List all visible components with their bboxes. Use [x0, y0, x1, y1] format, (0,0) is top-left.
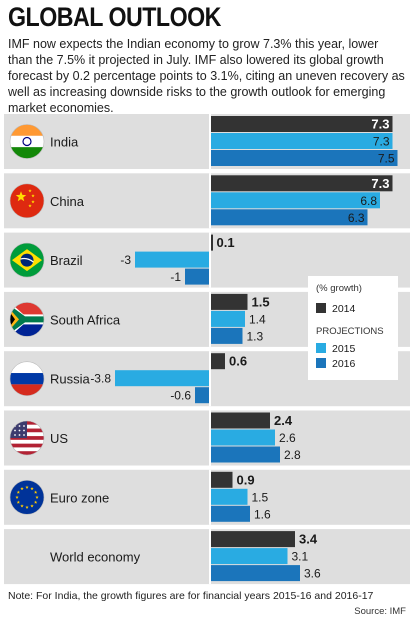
bar-2015: [135, 251, 210, 268]
legend-unit: (% growth): [316, 283, 362, 294]
legend-label-2015: 2015: [332, 343, 356, 355]
data-label-2016: 2.8: [284, 448, 301, 462]
bar-2015: [210, 133, 393, 149]
data-label-2015: -3: [120, 253, 131, 267]
bar-2014: [210, 412, 270, 429]
row-china: China 7.3 6.8 6.3: [4, 173, 410, 229]
bar-2015: [210, 548, 288, 565]
data-label-2016: -0.6: [170, 389, 191, 403]
country-label: US: [50, 431, 68, 446]
bar-2014: [210, 353, 225, 370]
country-label: Euro zone: [50, 490, 109, 505]
bar-2015: [210, 488, 248, 505]
data-label-2015: 3.1: [292, 550, 309, 564]
data-label-2014: 0.6: [229, 354, 247, 369]
bar-2015: [210, 429, 275, 446]
intro-text: IMF now expects the Indian economy to gr…: [8, 37, 405, 115]
country-label: Russia: [50, 372, 91, 387]
bar-2014: [210, 116, 393, 132]
bar-2014: [210, 175, 393, 192]
footnote: Note: For India, the growth figures are …: [8, 590, 374, 602]
source-credit: Source: IMF: [354, 606, 406, 617]
bar-2016: [210, 505, 250, 522]
page-title: GLOBAL OUTLOOK: [8, 2, 221, 32]
row-panel: [4, 529, 410, 585]
legend-label-2016: 2016: [332, 358, 356, 370]
country-label: World economy: [50, 550, 141, 565]
bar-2014: [210, 234, 213, 251]
legend-swatch-2014: [316, 303, 326, 313]
data-label-2015: 1.4: [249, 312, 266, 326]
data-label-2016: 1.3: [247, 329, 264, 343]
south-africa-flag-icon: [9, 302, 45, 337]
data-label-2014: 7.3: [371, 117, 389, 132]
india-flag-icon: [9, 124, 45, 159]
bar-2015: [115, 370, 210, 387]
data-label-2014: 0.9: [237, 472, 255, 487]
data-label-2015: 6.8: [360, 194, 377, 208]
bar-2015: [210, 192, 380, 209]
data-label-2016: 6.3: [348, 211, 365, 225]
bar-2016: [210, 150, 398, 166]
country-label: China: [50, 194, 85, 209]
bar-2015: [210, 310, 245, 327]
data-label-2015: 7.3: [373, 135, 390, 149]
data-label-2014: 2.4: [274, 413, 293, 428]
brazil-flag-icon: [9, 242, 45, 278]
data-label-2014: 1.5: [252, 294, 270, 309]
russia-flag-icon: [9, 361, 45, 397]
data-label-2016: 3.6: [304, 567, 321, 581]
legend-label-2014: 2014: [332, 303, 356, 315]
bar-2016: [195, 387, 210, 404]
legend-projections: PROJECTIONS: [316, 326, 384, 337]
country-label: South Africa: [50, 312, 121, 327]
data-label-2015: 2.6: [279, 431, 296, 445]
bar-2016: [210, 446, 280, 463]
legend: (% growth) PROJECTIONS 2014 2015 2016: [308, 276, 398, 380]
data-label-2014: 0.1: [217, 235, 235, 250]
data-label-2015: 1.5: [252, 490, 269, 504]
bar-2016: [210, 327, 243, 344]
bar-2014: [210, 471, 233, 488]
country-label: India: [50, 135, 79, 150]
country-label: Brazil: [50, 253, 83, 268]
data-label-2016: 7.5: [378, 152, 395, 166]
legend-swatch-2015: [316, 343, 326, 353]
bar-2016: [210, 565, 300, 582]
china-flag-icon: [9, 183, 45, 219]
data-label-2014: 7.3: [371, 176, 389, 191]
row-india: India 7.3 7.3 7.5: [4, 114, 410, 169]
row-us: US 2.4 2.6 2.8: [4, 410, 410, 466]
bar-2014: [210, 293, 248, 310]
legend-swatch-2016: [316, 358, 326, 368]
data-label-2014: 3.4: [299, 532, 318, 547]
bar-2016: [210, 209, 368, 226]
row-world-economy: World economy 3.4 3.1 3.6: [4, 529, 410, 585]
eu-flag-icon: [9, 479, 45, 515]
data-label-2016: 1.6: [254, 507, 271, 521]
us-flag-icon: [9, 420, 45, 456]
data-label-2015: -3.8: [90, 372, 111, 386]
data-label-2016: -1: [170, 270, 181, 284]
row-euro-zone: Euro zone 0.9 1.5 1.6: [4, 469, 410, 525]
row-panel: [4, 469, 410, 525]
bar-2016: [185, 268, 210, 285]
row-panel: [4, 410, 410, 466]
bar-2014: [210, 531, 295, 548]
